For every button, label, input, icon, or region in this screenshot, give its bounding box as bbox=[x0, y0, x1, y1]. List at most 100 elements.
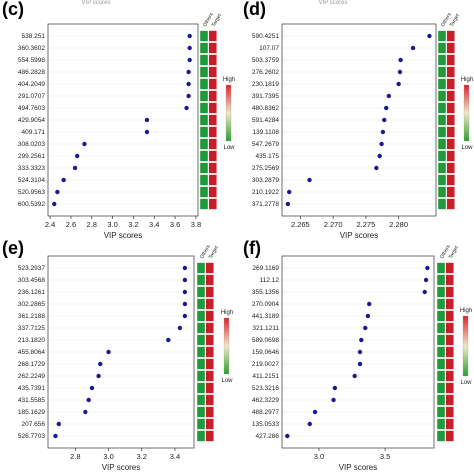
heatmap-cell-target bbox=[446, 78, 455, 90]
panel-f: (f) 269.1169 112.12 355.1356 270.0904 441.318… bbox=[243, 238, 472, 472]
x-tick-label: 2.270 bbox=[324, 220, 343, 229]
data-point bbox=[423, 277, 429, 283]
legend-low-label: Low bbox=[223, 145, 235, 151]
heatmap-cell-others bbox=[199, 42, 209, 54]
category-label: 455.8064 bbox=[18, 349, 45, 356]
category-label: 308.0203 bbox=[18, 141, 45, 148]
plot-frame bbox=[281, 23, 437, 217]
data-point bbox=[396, 81, 401, 87]
heatmap-cell-others bbox=[196, 382, 206, 394]
category-label: 321.1211 bbox=[252, 325, 279, 332]
heatmap-cell-target bbox=[205, 418, 215, 430]
heatmap-cell-target bbox=[446, 138, 455, 150]
category-label: 107.07 bbox=[259, 45, 279, 52]
heatmap-cell-target bbox=[208, 66, 218, 78]
category-label: 547.2679 bbox=[252, 141, 279, 148]
heatmap-cell-target bbox=[445, 298, 454, 310]
heatmap-cell-target bbox=[205, 406, 215, 418]
data-point bbox=[98, 361, 103, 367]
heatmap-cell-others bbox=[199, 30, 209, 42]
category-label: 409.171 bbox=[22, 129, 46, 136]
category-label: 219.0027 bbox=[252, 361, 279, 368]
category-label: 480.8362 bbox=[252, 105, 279, 112]
heatmap-cell-others bbox=[199, 114, 209, 126]
heatmap-cell-target bbox=[205, 382, 215, 394]
category-label: 135.0533 bbox=[252, 421, 279, 428]
category-label: 589.0698 bbox=[252, 337, 279, 344]
data-point bbox=[182, 289, 188, 295]
x-axis-label: VIP scores bbox=[104, 231, 143, 240]
data-point bbox=[398, 57, 403, 63]
heatmap-cell-others bbox=[436, 346, 446, 358]
data-point bbox=[177, 325, 183, 331]
data-point bbox=[377, 153, 382, 159]
heatmap-cell-others bbox=[436, 298, 446, 310]
heatmap-cell-target bbox=[446, 66, 455, 78]
heatmap-cell-others bbox=[437, 66, 447, 78]
heatmap-cell-others bbox=[199, 162, 209, 174]
data-point bbox=[74, 153, 80, 159]
category-label: 538.251 bbox=[22, 33, 46, 40]
x-tick-label: 3.2 bbox=[137, 452, 147, 461]
legend-low-label: Low bbox=[221, 378, 233, 384]
heatmap-cell-others bbox=[436, 430, 446, 442]
x-tick-label: 3.0 bbox=[107, 220, 117, 229]
heatmap-cell-others bbox=[437, 174, 447, 186]
heatmap-cell-target bbox=[446, 198, 455, 210]
legend-color-bar bbox=[223, 317, 230, 375]
data-point bbox=[410, 45, 416, 51]
x-tick-label: 2.8 bbox=[87, 220, 97, 229]
data-point bbox=[61, 177, 66, 183]
x-tick-label: 3.4 bbox=[170, 452, 180, 461]
legend-high-label: High bbox=[460, 308, 472, 314]
heatmap-cell-target bbox=[445, 418, 454, 430]
heatmap-cell-target bbox=[446, 114, 455, 126]
heatmap-cell-others bbox=[436, 370, 446, 382]
heatmap-cell-target bbox=[205, 286, 215, 298]
data-point bbox=[367, 301, 372, 307]
heatmap-cell-others bbox=[199, 102, 209, 114]
x-axis-label: VIP scores bbox=[339, 463, 378, 472]
heatmap-cell-target bbox=[445, 358, 454, 370]
data-point bbox=[285, 201, 291, 207]
data-point bbox=[106, 349, 111, 355]
data-point bbox=[182, 301, 188, 307]
x-tick-label: 2.8 bbox=[70, 452, 80, 461]
category-label: 276.2602 bbox=[252, 69, 279, 76]
heatmap-cell-others bbox=[436, 394, 446, 406]
heatmap-cell-others bbox=[437, 150, 447, 162]
heatmap-cell-target bbox=[208, 150, 218, 162]
data-point bbox=[422, 289, 427, 295]
heatmap-cell-target bbox=[446, 150, 455, 162]
category-label: 524.3104 bbox=[18, 177, 45, 184]
heatmap-cell-others bbox=[199, 54, 209, 66]
heatmap-cell-others bbox=[196, 322, 206, 334]
data-point bbox=[386, 93, 392, 99]
data-point bbox=[397, 69, 403, 75]
data-point bbox=[89, 385, 95, 391]
legend-high-label: High bbox=[223, 77, 235, 83]
legend-color-bar bbox=[462, 315, 469, 377]
heatmap-cell-target bbox=[446, 30, 455, 42]
heatmap-cell-target bbox=[446, 54, 455, 66]
heatmap-cell-target bbox=[446, 90, 455, 102]
data-point bbox=[186, 93, 191, 99]
data-point bbox=[382, 117, 387, 123]
x-tick-label: 2.6 bbox=[66, 220, 76, 229]
heatmap-cell-target bbox=[205, 298, 215, 310]
heatmap-cell-others bbox=[196, 346, 206, 358]
heatmap-cell-target bbox=[446, 174, 455, 186]
legend-low-label: Low bbox=[460, 380, 472, 386]
heatmap-cell-others bbox=[437, 102, 447, 114]
data-point bbox=[182, 265, 188, 271]
x-tick-label: 3.0 bbox=[314, 452, 324, 461]
data-point bbox=[365, 313, 371, 319]
heatmap-cell-others bbox=[196, 298, 206, 310]
heatmap-cell-target bbox=[205, 310, 215, 322]
category-label: 355.1356 bbox=[252, 289, 279, 296]
data-point bbox=[287, 189, 292, 195]
heatmap-cell-others bbox=[437, 198, 447, 210]
data-point bbox=[184, 105, 189, 111]
data-point bbox=[312, 409, 318, 415]
heatmap-cell-others bbox=[199, 138, 209, 150]
